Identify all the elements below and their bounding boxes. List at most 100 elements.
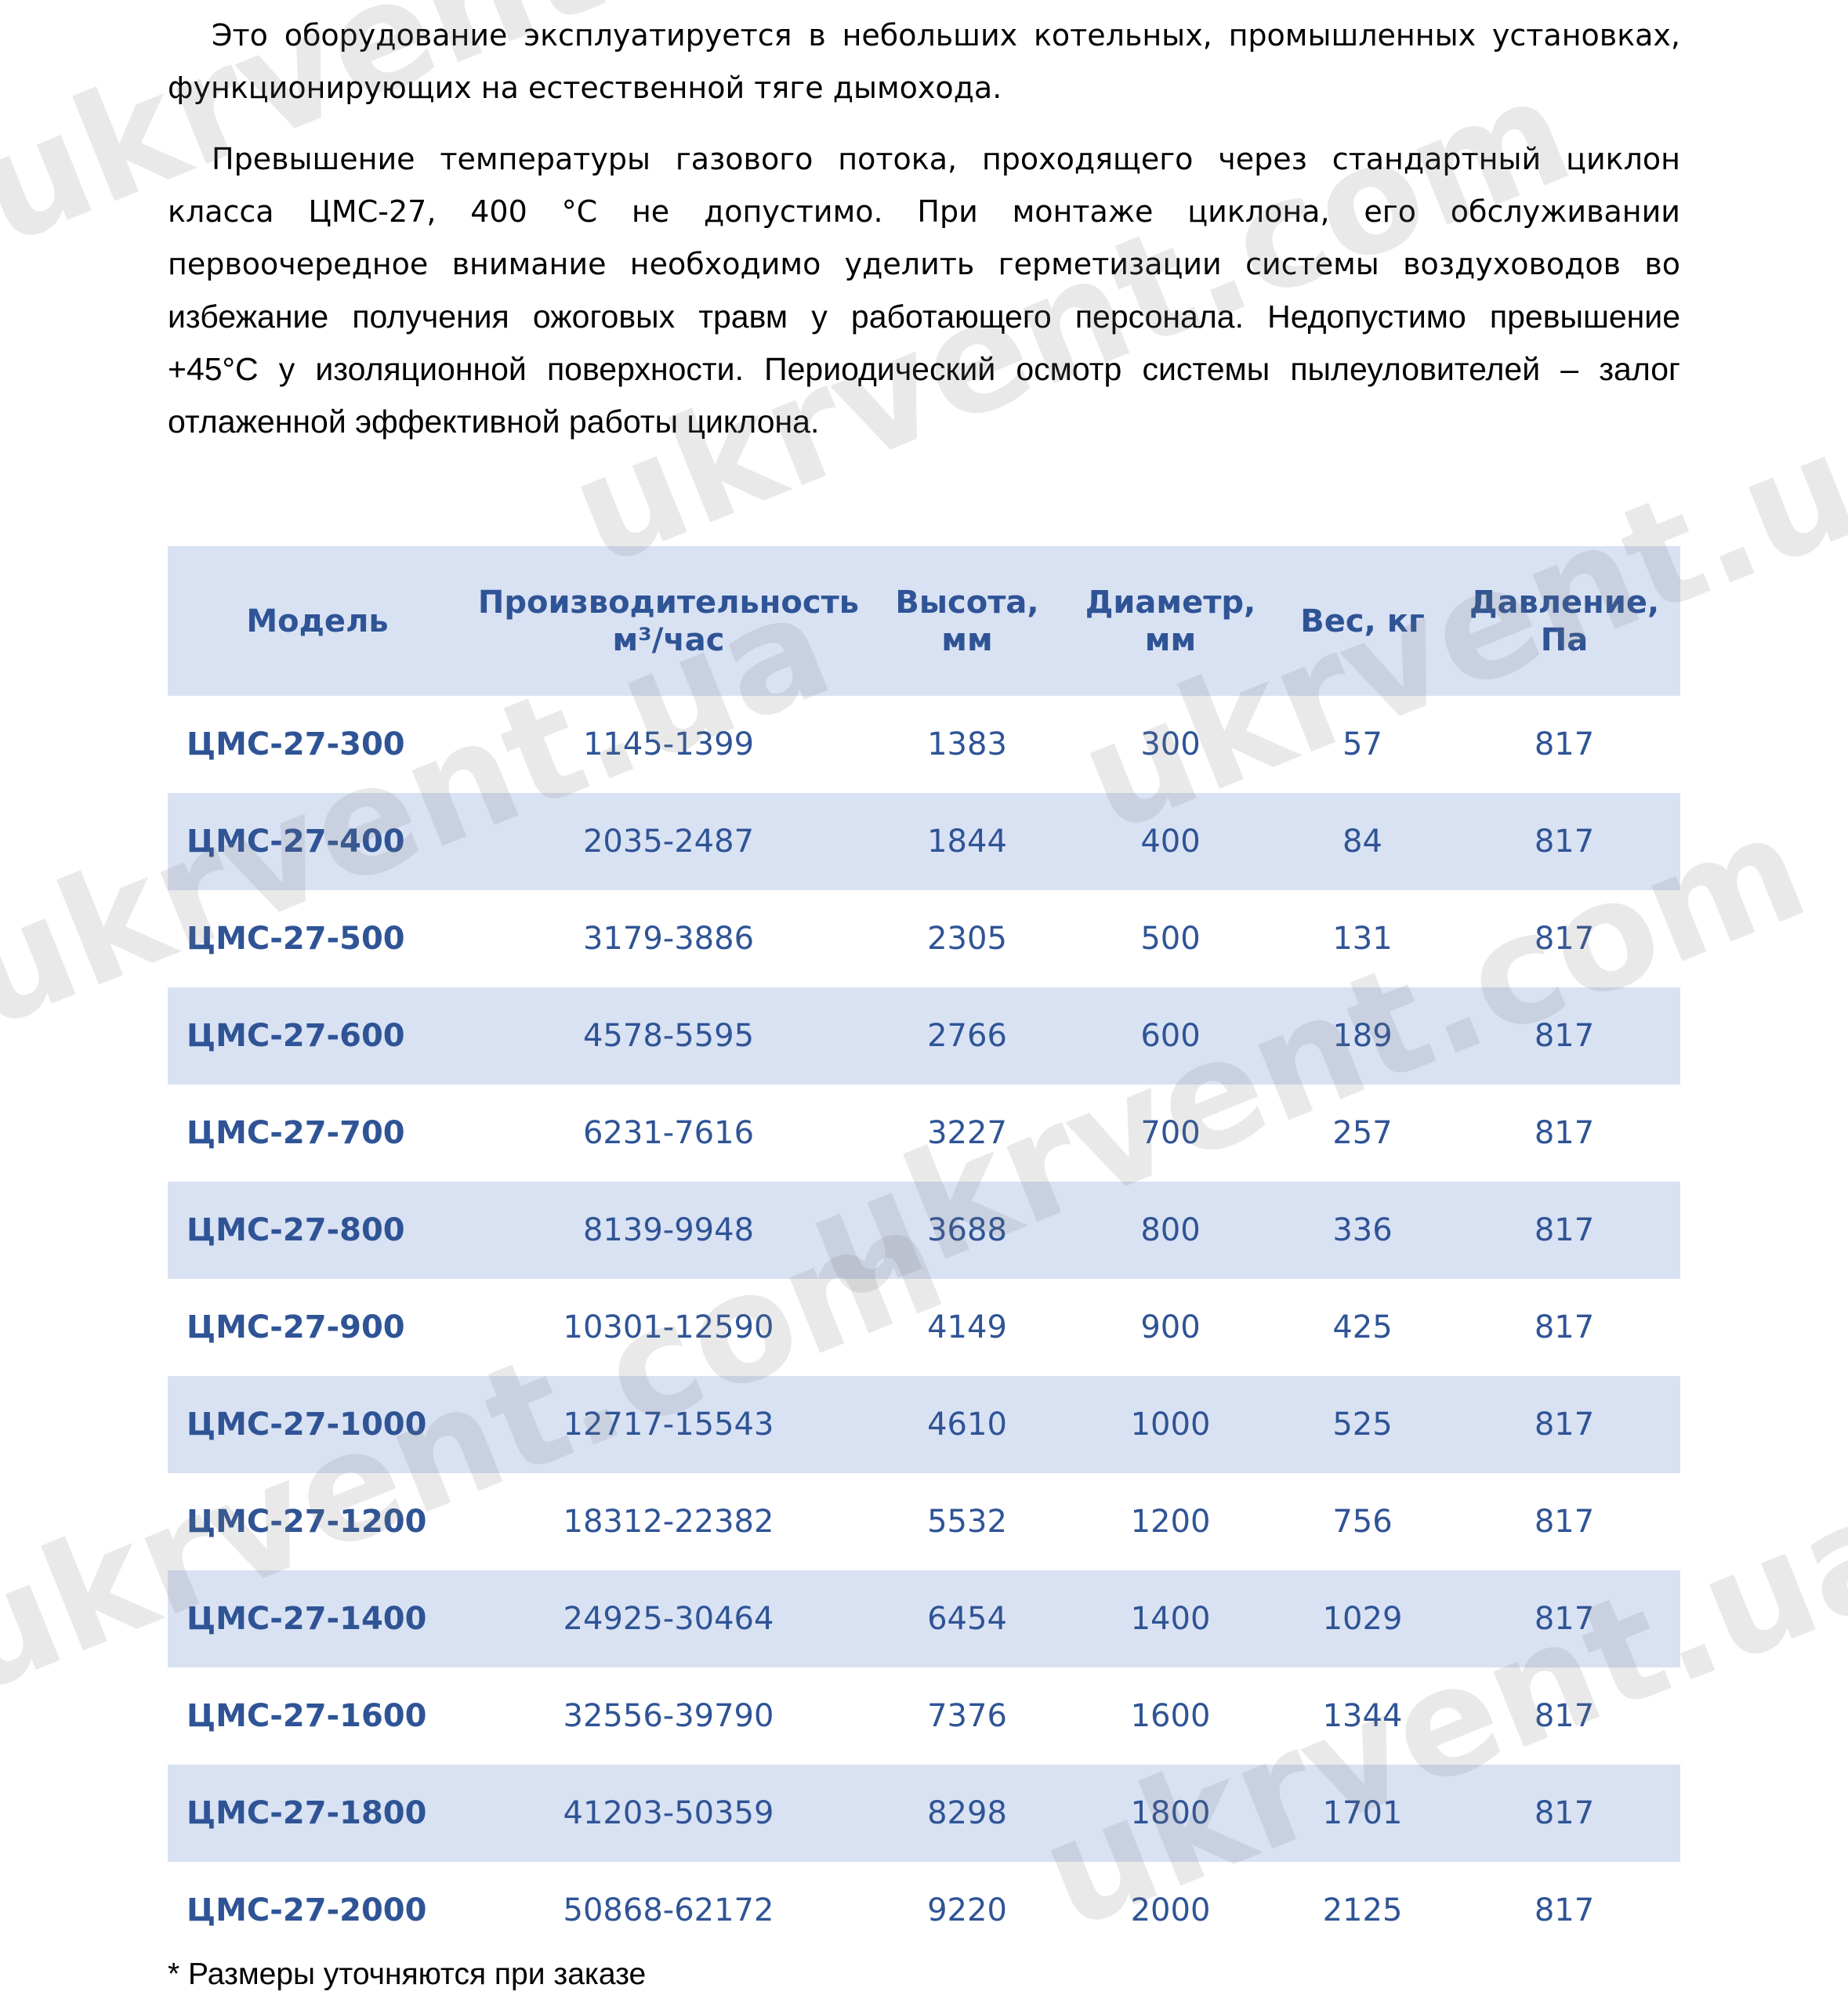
cell-diameter: 1000 (1064, 1376, 1277, 1473)
cell-pressure: 817 (1534, 921, 1595, 957)
cell-height: 8298 (870, 1765, 1064, 1862)
header-weight: Вес, кг (1277, 546, 1448, 696)
cell-height: 1383 (927, 726, 1007, 762)
table-row: ЦМС-27-1600 32556-39790 7376 1600 1344 817 (168, 1667, 1680, 1765)
cell-diameter: 500 (1140, 921, 1201, 957)
cell-capacity: 50868-62172 (563, 1892, 774, 1928)
cell-height: 5532 (927, 1504, 1007, 1540)
cell-pressure: 817 (1448, 1376, 1680, 1473)
intro-paragraph-2: Превышение температуры газового потока, … (168, 133, 1680, 448)
cell-pressure: 817 (1534, 1892, 1595, 1928)
cell-model: ЦМС-27-1800 (168, 1765, 467, 1862)
cell-capacity: 18312-22382 (563, 1504, 774, 1540)
cell-capacity: 32556-39790 (563, 1698, 774, 1734)
table-row: ЦМС-27-1200 18312-22382 5532 1200 756 817 (168, 1473, 1680, 1570)
table-row: ЦМС-27-1400 24925-30464 6454 1400 1029 817 (168, 1570, 1680, 1667)
cell-model: ЦМС-27-1000 (168, 1376, 467, 1473)
header-unit: мм (941, 621, 993, 658)
cell-weight: 1029 (1277, 1570, 1448, 1667)
cell-weight: 525 (1277, 1376, 1448, 1473)
header-model-label: Модель (246, 603, 389, 639)
cell-diameter: 1400 (1064, 1570, 1277, 1667)
cell-pressure: 817 (1448, 1570, 1680, 1667)
header-unit: Па (1540, 621, 1589, 658)
cell-model: ЦМС-27-700 (187, 1115, 405, 1151)
cell-weight: 189 (1277, 987, 1448, 1084)
cell-pressure: 817 (1534, 726, 1595, 762)
cell-diameter: 1200 (1130, 1504, 1211, 1540)
cell-pressure: 817 (1448, 1182, 1680, 1279)
text-line: +45°С у изоляционной поверхности. Период… (168, 351, 1680, 387)
cell-model: ЦМС-27-1600 (187, 1698, 427, 1734)
text-line: класса ЦМС-27, 400 °С не допустимо. При … (168, 194, 1680, 229)
cell-weight: 336 (1277, 1182, 1448, 1279)
header-diameter: Диаметр, мм (1064, 546, 1277, 696)
cell-capacity: 41203-50359 (467, 1765, 870, 1862)
text-line: отлаженной эффективной работы циклона. (168, 404, 820, 440)
cell-model: ЦМС-27-600 (168, 987, 467, 1084)
cell-capacity: 10301-12590 (563, 1309, 774, 1345)
cell-diameter: 400 (1064, 793, 1277, 890)
cell-pressure: 817 (1448, 1765, 1680, 1862)
header-model: Модель (168, 546, 467, 696)
cell-height: 1844 (870, 793, 1064, 890)
header-height: Высота, мм (870, 546, 1064, 696)
text-line: функционирующих на естественной тяге дым… (168, 71, 1002, 105)
text-line: Это оборудование эксплуатируется в небол… (212, 18, 1680, 53)
header-label: Вес, кг (1300, 603, 1425, 639)
cell-model: ЦМС-27-900 (187, 1309, 405, 1345)
cell-diameter: 300 (1140, 726, 1201, 762)
cell-diameter: 1600 (1130, 1698, 1211, 1734)
specs-table: Модель Производительность м³/час Высота, м… (168, 546, 1680, 1959)
cell-pressure: 817 (1534, 1309, 1595, 1345)
header-pressure: Давление, Па (1448, 546, 1680, 696)
cell-height: 9220 (927, 1892, 1007, 1928)
cell-model: ЦМС-27-2000 (187, 1892, 427, 1928)
cell-weight: 1344 (1322, 1698, 1403, 1734)
table-row: ЦМС-27-600 4578-5595 2766 600 189 817 (168, 987, 1680, 1084)
cell-weight: 84 (1277, 793, 1448, 890)
cell-capacity: 2035-2487 (467, 793, 870, 890)
cell-pressure: 817 (1448, 987, 1680, 1084)
cell-model: ЦМС-27-500 (187, 921, 405, 957)
cell-capacity: 8139-9948 (467, 1182, 870, 1279)
cell-weight: 57 (1343, 726, 1382, 762)
table-row: ЦМС-27-800 8139-9948 3688 800 336 817 (168, 1182, 1680, 1279)
cell-height: 3688 (870, 1182, 1064, 1279)
table-row: ЦМС-27-400 2035-2487 1844 400 84 817 (168, 793, 1680, 890)
text-line: избежание получения ожоговых травм у раб… (168, 299, 1680, 335)
table-row: ЦМС-27-500 3179-3886 2305 500 131 817 (168, 890, 1680, 987)
cell-pressure: 817 (1534, 1504, 1595, 1540)
cell-height: 4610 (870, 1376, 1064, 1473)
table-row: ЦМС-27-700 6231-7616 3227 700 257 817 (168, 1084, 1680, 1182)
cell-weight: 257 (1332, 1115, 1393, 1151)
table-row: ЦМС-27-1000 12717-15543 4610 1000 525 817 (168, 1376, 1680, 1473)
cell-weight: 131 (1332, 921, 1393, 957)
cell-diameter: 700 (1140, 1115, 1201, 1151)
cell-model: ЦМС-27-1400 (168, 1570, 467, 1667)
cell-capacity: 4578-5595 (467, 987, 870, 1084)
cell-model: ЦМС-27-1200 (187, 1504, 427, 1540)
cell-model: ЦМС-27-300 (187, 726, 405, 762)
cell-weight: 756 (1332, 1504, 1393, 1540)
cell-diameter: 1800 (1064, 1765, 1277, 1862)
cell-height: 6454 (870, 1570, 1064, 1667)
cell-weight: 1701 (1277, 1765, 1448, 1862)
cell-height: 2766 (870, 987, 1064, 1084)
cell-capacity: 6231-7616 (582, 1115, 755, 1151)
header-unit: м³/час (612, 621, 725, 658)
cell-height: 4149 (927, 1309, 1007, 1345)
cell-height: 2305 (927, 921, 1007, 957)
cell-pressure: 817 (1534, 1698, 1595, 1734)
text-line: первоочередное внимание необходимо удели… (168, 247, 1680, 281)
intro-paragraph-1: Это оборудование эксплуатируется в небол… (168, 9, 1680, 114)
cell-height: 3227 (927, 1115, 1007, 1151)
header-label: Диаметр, (1085, 584, 1256, 621)
header-capacity: Производительность м³/час (467, 546, 870, 696)
table-row: ЦМС-27-1800 41203-50359 8298 1800 1701 817 (168, 1765, 1680, 1862)
text-line: Превышение температуры газового потока, … (212, 142, 1680, 176)
cell-diameter: 600 (1064, 987, 1277, 1084)
cell-diameter: 800 (1064, 1182, 1277, 1279)
cell-pressure: 817 (1448, 793, 1680, 890)
table-header-row: Модель Производительность м³/час Высота, м… (168, 546, 1680, 696)
